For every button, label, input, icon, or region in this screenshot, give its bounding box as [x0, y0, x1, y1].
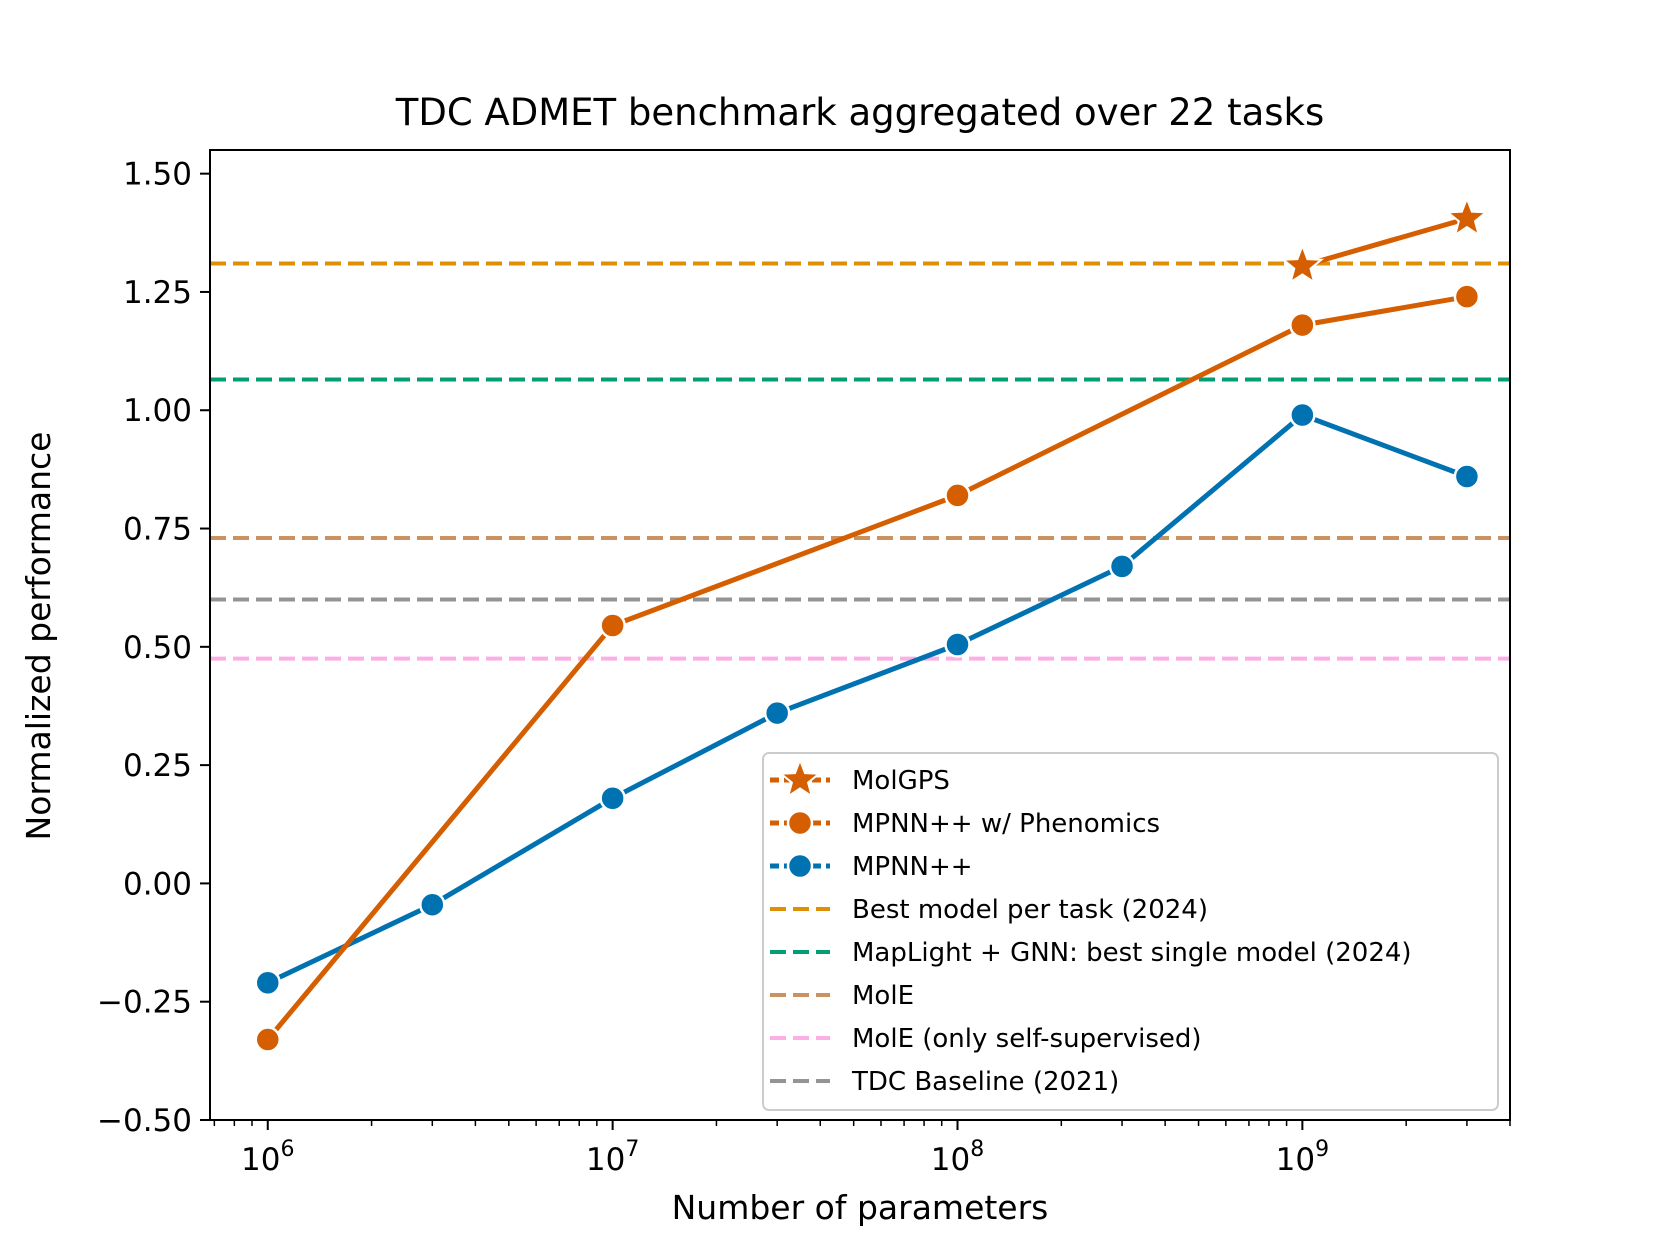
plot-frame	[209, 149, 1511, 1121]
series-2-point-6	[1289, 401, 1316, 429]
legend-label-6: MolE (only self-supervised)	[852, 1024, 1202, 1054]
y-axis-label: Normalized performance	[19, 432, 58, 841]
y-tick-label-2: 0.00	[123, 866, 192, 902]
series-2-point-4	[944, 631, 971, 658]
y-tick-label-6: 1.00	[123, 393, 192, 429]
series-0-point-1	[1445, 195, 1489, 238]
series-2-point-5	[1108, 553, 1136, 580]
x-tick-label-0: 106	[241, 1137, 294, 1178]
legend-label-4: MapLight + GNN: best single model (2024)	[852, 938, 1412, 968]
series-2-point-7	[1453, 463, 1481, 490]
chart-title: TDC ADMET benchmark aggregated over 22 t…	[395, 91, 1325, 134]
y-tick-label-3: 0.25	[123, 748, 192, 784]
series-1-point-0	[254, 1026, 282, 1053]
x-axis-label: Number of parameters	[672, 1188, 1049, 1227]
legend-label-0: MolGPS	[852, 766, 950, 796]
y-tick-label-8: 1.50	[123, 157, 192, 193]
legend-label-2: MPNN++	[852, 852, 973, 882]
x-tick-label-3: 109	[1276, 1137, 1329, 1178]
series-2-point-3	[763, 699, 791, 727]
series-2-point-1	[419, 891, 446, 918]
legend-label-1: MPNN++ w/ Phenomics	[852, 809, 1160, 839]
series-0-point-0	[1280, 243, 1325, 285]
legend-marker-2	[786, 852, 814, 880]
y-tick-label-4: 0.50	[123, 630, 192, 666]
legend-label-7: TDC Baseline (2021)	[851, 1067, 1119, 1097]
y-tick-label-7: 1.25	[123, 275, 192, 311]
series-2-point-2	[599, 784, 626, 812]
axes: −0.50 −0.25 0.00 0.25 0.50 0.75 1.00 1.25 1.50 10…	[97, 157, 1511, 1178]
series-1-point-2	[944, 482, 971, 509]
legend-label-5: MolE	[852, 981, 914, 1011]
series-line-0	[1301, 216, 1468, 269]
series-line-2	[266, 412, 1468, 986]
legend-marker-1	[786, 809, 814, 837]
legend-marker-0	[778, 757, 822, 799]
plot-area	[210, 195, 1510, 1053]
series-2-point-0	[254, 969, 282, 997]
series-1-point-1	[599, 612, 626, 639]
y-tick-label-1: −0.25	[97, 985, 192, 1021]
legend-label-3: Best model per task (2024)	[852, 895, 1208, 925]
series-1-point-3	[1289, 311, 1316, 339]
y-tick-label-5: 0.75	[123, 512, 192, 548]
x-tick-label-2: 108	[931, 1137, 984, 1178]
series-1-point-4	[1453, 283, 1481, 310]
x-tick-label-1: 107	[586, 1137, 639, 1178]
legend: MolGPS MPNN++ w/ Phenomics MPNN++ Best mode…	[762, 752, 1499, 1111]
y-tick-label-0: −0.50	[97, 1103, 192, 1139]
legend-box	[762, 752, 1499, 1111]
